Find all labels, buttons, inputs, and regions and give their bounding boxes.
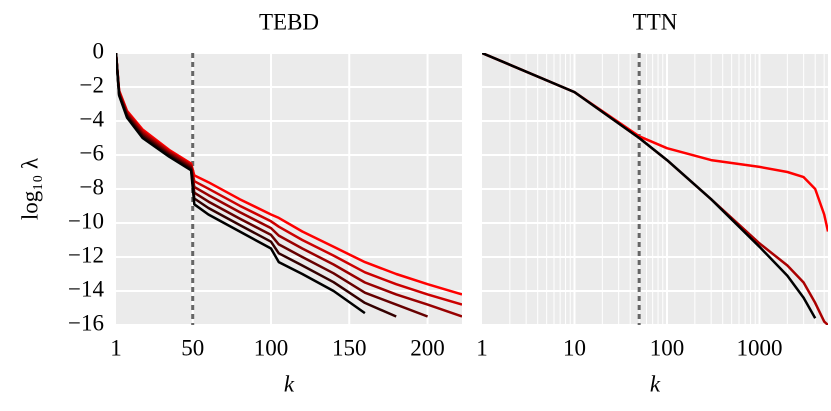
y-tick-label: −10: [68, 208, 104, 233]
data-line: [116, 53, 366, 315]
x-tick-label: 1: [110, 335, 122, 360]
y-tick-label: −2: [80, 72, 104, 97]
y-tick-label: −12: [68, 242, 104, 267]
x-tick-label: 200: [410, 335, 445, 360]
data-line: [482, 53, 817, 319]
plot-lines: [116, 53, 462, 325]
x-tick-label: 100: [650, 335, 685, 360]
x-tick-label: 1000: [737, 335, 783, 360]
plot-lines: [482, 53, 828, 325]
y-tick-label: −4: [80, 106, 105, 131]
x-tick-label: 100: [254, 335, 289, 360]
chart-title: TTN: [633, 9, 678, 34]
x-axis-label: k: [650, 371, 661, 396]
y-tick-label: −14: [68, 276, 104, 301]
y-axis-label: log₁₀ λ: [17, 157, 42, 220]
chart-title: TEBD: [259, 9, 319, 34]
x-axis-label: k: [284, 371, 295, 396]
y-tick-label: −6: [80, 140, 104, 165]
x-tick-label: 150: [332, 335, 367, 360]
y-tick-label: −16: [68, 310, 104, 335]
x-tick-label: 1: [476, 335, 488, 360]
x-tick-label: 10: [563, 335, 586, 360]
x-tick-label: 50: [181, 335, 204, 360]
y-tick-label: 0: [93, 38, 105, 63]
y-tick-label: −8: [80, 174, 104, 199]
